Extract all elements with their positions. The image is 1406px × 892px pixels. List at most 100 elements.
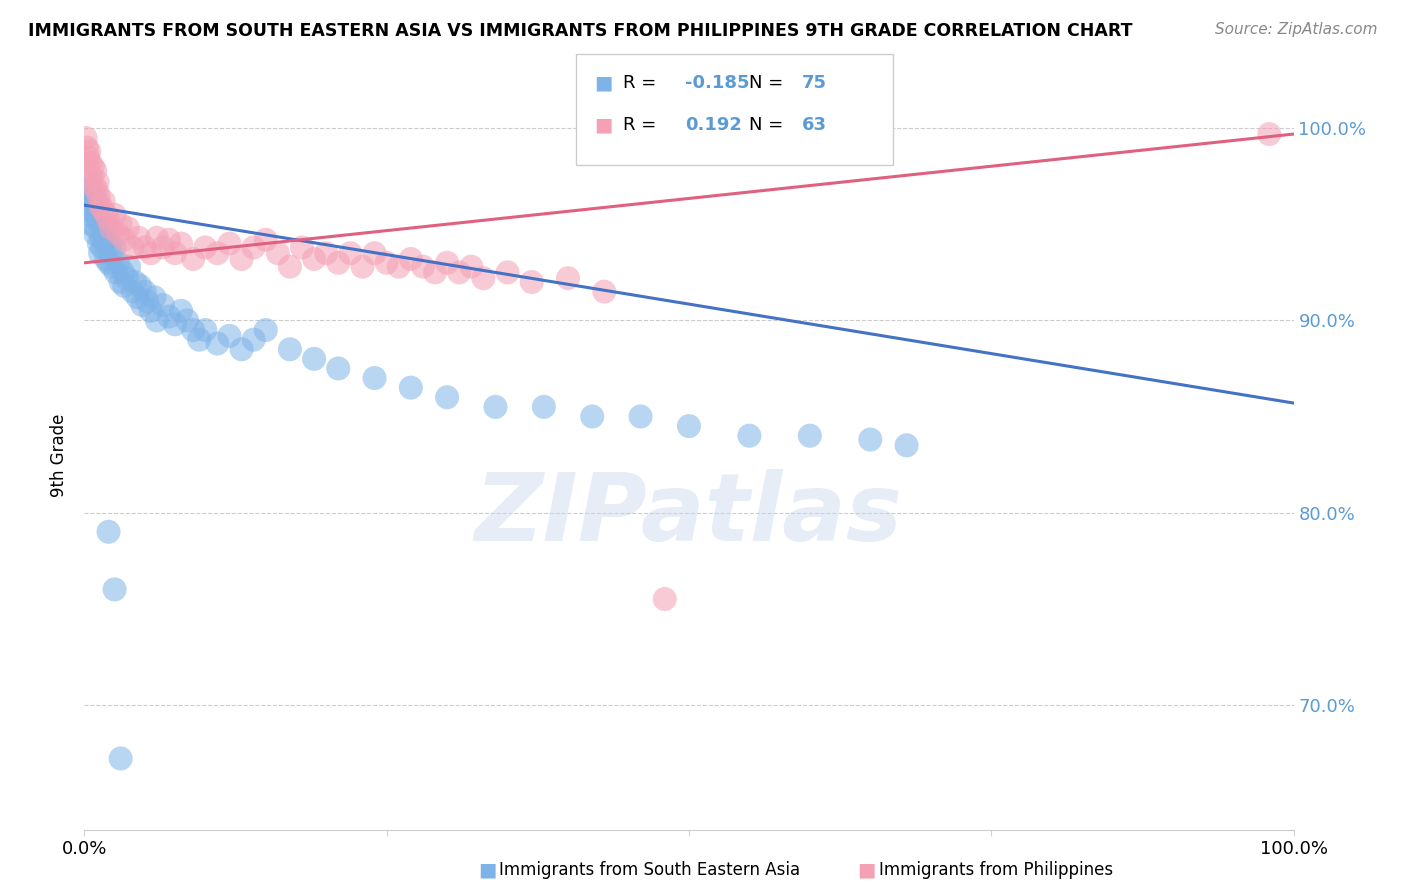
Point (110, 751, 132, 765)
Point (121, 285, 143, 299)
Text: Immigrants from Philippines: Immigrants from Philippines (879, 861, 1114, 879)
Point (139, 246, 162, 260)
Text: N =: N = (749, 116, 789, 134)
Point (86, 221, 108, 235)
Point (110, 218, 132, 232)
Point (170, 236, 193, 251)
Point (84, 227, 107, 241)
Point (302, 351, 325, 366)
Point (76, 140, 98, 154)
Point (165, 246, 187, 260)
Point (79, 156, 101, 170)
Point (134, 240, 156, 254)
Point (194, 323, 217, 337)
Point (104, 265, 127, 279)
Point (188, 333, 211, 347)
Text: ■: ■ (595, 115, 613, 135)
Point (107, 256, 129, 270)
Point (117, 221, 139, 235)
Point (128, 231, 150, 245)
Point (231, 252, 253, 266)
Point (242, 240, 264, 254)
Text: ■: ■ (858, 860, 876, 880)
Point (107, 227, 129, 241)
Point (112, 265, 135, 279)
Point (139, 303, 162, 318)
Point (89, 198, 111, 212)
Point (112, 233, 135, 247)
Point (104, 208, 127, 222)
Point (94, 252, 117, 266)
Point (593, 285, 616, 299)
Point (859, 433, 882, 447)
Text: IMMIGRANTS FROM SOUTH EASTERN ASIA VS IMMIGRANTS FROM PHILIPPINES 9TH GRADE CORR: IMMIGRANTS FROM SOUTH EASTERN ASIA VS IM… (28, 22, 1133, 40)
Point (436, 390, 458, 404)
Point (302, 252, 325, 266)
Point (89, 246, 111, 260)
Point (75, 131, 97, 145)
Point (76, 183, 98, 197)
Point (1258, 127, 1281, 141)
Point (104, 582, 127, 597)
Point (278, 343, 301, 357)
Point (86, 183, 108, 197)
Point (91, 240, 114, 254)
Point (129, 278, 152, 293)
Y-axis label: 9th Grade: 9th Grade (51, 413, 69, 497)
Point (152, 240, 174, 254)
Point (170, 303, 193, 318)
Point (77, 145, 100, 159)
Point (77, 194, 100, 209)
Point (96, 221, 118, 235)
Text: Source: ZipAtlas.com: Source: ZipAtlas.com (1215, 22, 1378, 37)
Point (97, 213, 120, 227)
Point (91, 202, 114, 216)
Point (496, 265, 519, 279)
Point (207, 246, 229, 260)
Point (77, 150, 100, 164)
Point (339, 246, 361, 260)
Point (557, 271, 579, 285)
Point (484, 400, 506, 414)
Point (363, 246, 385, 260)
Text: ■: ■ (595, 73, 613, 93)
Point (449, 265, 471, 279)
Point (399, 381, 422, 395)
Point (423, 265, 446, 279)
Point (242, 333, 264, 347)
Text: 0.192: 0.192 (685, 116, 741, 134)
Text: 75: 75 (801, 74, 827, 92)
Point (254, 233, 277, 247)
Point (82, 160, 104, 174)
Point (146, 313, 169, 327)
Point (100, 246, 122, 260)
Point (84, 163, 107, 178)
Point (231, 343, 253, 357)
Point (83, 188, 105, 202)
Point (436, 256, 458, 270)
Point (93, 227, 115, 241)
Point (254, 323, 277, 337)
Point (352, 260, 374, 274)
Point (165, 318, 187, 332)
Point (278, 260, 301, 274)
Point (267, 246, 290, 260)
Point (388, 260, 411, 274)
Text: -0.185: -0.185 (685, 74, 749, 92)
Point (79, 178, 101, 193)
Point (328, 256, 350, 270)
Point (194, 240, 217, 254)
Text: 63: 63 (801, 116, 827, 134)
Point (176, 313, 198, 327)
Point (375, 256, 398, 270)
Point (460, 260, 482, 274)
Point (94, 236, 117, 251)
Point (82, 198, 104, 212)
Point (315, 246, 337, 260)
Point (101, 260, 124, 274)
Point (94, 208, 117, 222)
Point (86, 213, 108, 227)
Point (131, 298, 153, 312)
Point (799, 428, 821, 442)
Point (157, 310, 180, 324)
